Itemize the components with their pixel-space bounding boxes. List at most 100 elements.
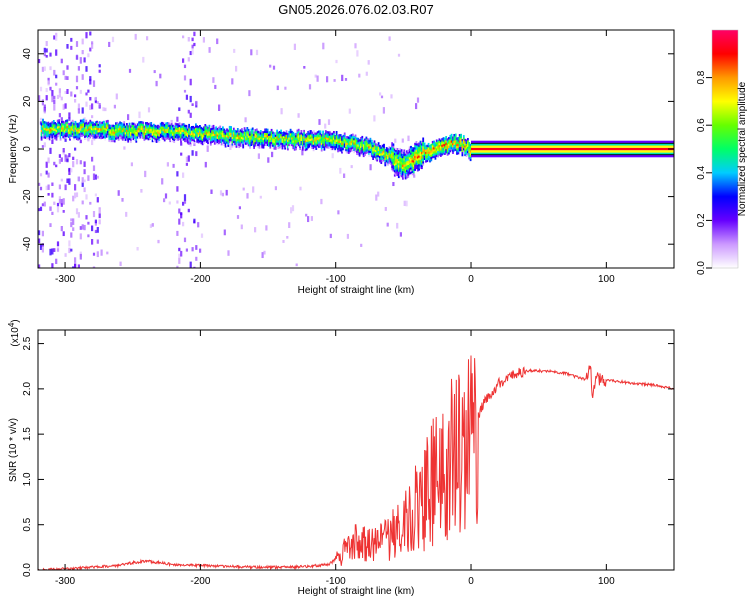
ridge-cell — [131, 124, 134, 127]
ridge-cell — [124, 125, 127, 128]
snr-data-point — [308, 566, 309, 567]
ridge-cell — [218, 135, 220, 138]
ridge-cell — [274, 138, 277, 142]
ridge-cell — [142, 130, 144, 133]
ridge-cell — [287, 137, 289, 140]
ridge-cell — [368, 141, 370, 145]
ridge-cell — [310, 136, 312, 139]
ridge-cell — [433, 153, 435, 156]
ridge-cell — [186, 134, 189, 138]
ridge-cell — [61, 133, 63, 137]
ridge-cell — [181, 136, 184, 139]
noise-cell — [183, 194, 187, 201]
ridge-cell — [448, 143, 450, 146]
ridge-cell — [391, 150, 393, 154]
noise-cell — [297, 113, 300, 118]
ridge-cell — [185, 139, 188, 143]
ridge-cell — [442, 145, 445, 149]
ridge-cell — [334, 147, 337, 151]
ridge-cell — [423, 157, 426, 160]
snr-data-point — [173, 564, 174, 565]
ridge-cell — [372, 144, 374, 148]
ridge-cell — [377, 144, 380, 147]
ridge-cell — [165, 128, 167, 132]
ridge-cell — [227, 131, 230, 135]
ridge-cell — [353, 135, 356, 139]
ridge-cell — [416, 158, 419, 161]
ridge-cell — [319, 130, 322, 133]
ridge-cell — [43, 123, 46, 126]
ridge-cell — [395, 154, 397, 157]
ridge-cell — [209, 128, 212, 131]
ridge-cell — [460, 146, 462, 150]
ridge-cell — [410, 160, 412, 164]
ridge-cell — [213, 131, 216, 134]
ridge-cell — [136, 129, 139, 133]
ridge-cell — [418, 161, 420, 165]
ridge-cell — [108, 130, 111, 134]
ridge-cell — [134, 132, 136, 135]
ridge-cell — [300, 142, 303, 146]
ridge-cell — [40, 129, 43, 133]
ridge-cell — [442, 137, 445, 140]
x-tick-label: -100 — [326, 576, 346, 587]
ridge-cell — [381, 149, 384, 152]
ridge-cell — [366, 142, 369, 145]
noise-cell — [272, 65, 276, 70]
ridge-cell — [278, 146, 281, 149]
noise-cell — [189, 51, 192, 56]
ridge-cell — [364, 151, 366, 154]
ridge-cell — [159, 122, 162, 126]
ridge-cell — [330, 134, 333, 138]
noise-cell — [117, 190, 120, 196]
ridge-cell — [415, 149, 418, 152]
ridge-cell — [408, 167, 411, 171]
ridge-cell — [199, 140, 201, 143]
ridge-cell — [439, 146, 442, 149]
ridge-cell — [422, 139, 425, 142]
ridge-cell — [69, 129, 71, 133]
ridge-cell — [328, 146, 331, 149]
ridge-cell — [421, 153, 423, 157]
ridge-cell — [360, 149, 362, 153]
ridge-cell — [98, 125, 101, 128]
ridge-cell — [100, 128, 102, 131]
noise-cell — [79, 253, 82, 260]
ridge-cell — [360, 147, 362, 151]
noise-cell — [265, 225, 268, 231]
ridge-cell — [177, 127, 180, 130]
ridge-cell — [438, 142, 441, 146]
noise-cell — [121, 198, 124, 202]
ridge-cell — [269, 135, 272, 138]
ridge-cell — [193, 133, 196, 136]
noise-cell — [89, 97, 92, 101]
ridge-cell — [143, 134, 146, 137]
ridge-cell — [184, 137, 186, 140]
noise-cell — [74, 99, 77, 103]
ridge-cell — [305, 145, 308, 149]
ridge-cell — [85, 119, 88, 123]
ridge-cell — [324, 134, 327, 137]
ridge-cell — [200, 135, 203, 138]
ridge-cell — [231, 138, 234, 142]
ridge-cell — [461, 138, 464, 142]
noise-cell — [98, 208, 101, 214]
ridge-cell — [250, 130, 253, 134]
noise-cell — [305, 213, 308, 217]
ridge-cell — [289, 131, 292, 134]
ridge-cell — [379, 157, 381, 161]
ridge-cell — [75, 133, 78, 136]
noise-cell — [254, 227, 257, 233]
ridge-cell — [197, 141, 200, 144]
snr-data-point — [606, 379, 607, 380]
ridge-cell — [289, 128, 292, 132]
ridge-cell — [273, 138, 276, 142]
ridge-cell — [56, 119, 59, 123]
ridge-cell — [182, 136, 185, 139]
ridge-cell — [468, 146, 471, 149]
ridge-cell — [292, 140, 295, 143]
ridge-cell — [258, 142, 261, 145]
ridge-cell — [144, 137, 147, 140]
ridge-cell — [77, 125, 79, 128]
ridge-cell — [404, 151, 407, 154]
